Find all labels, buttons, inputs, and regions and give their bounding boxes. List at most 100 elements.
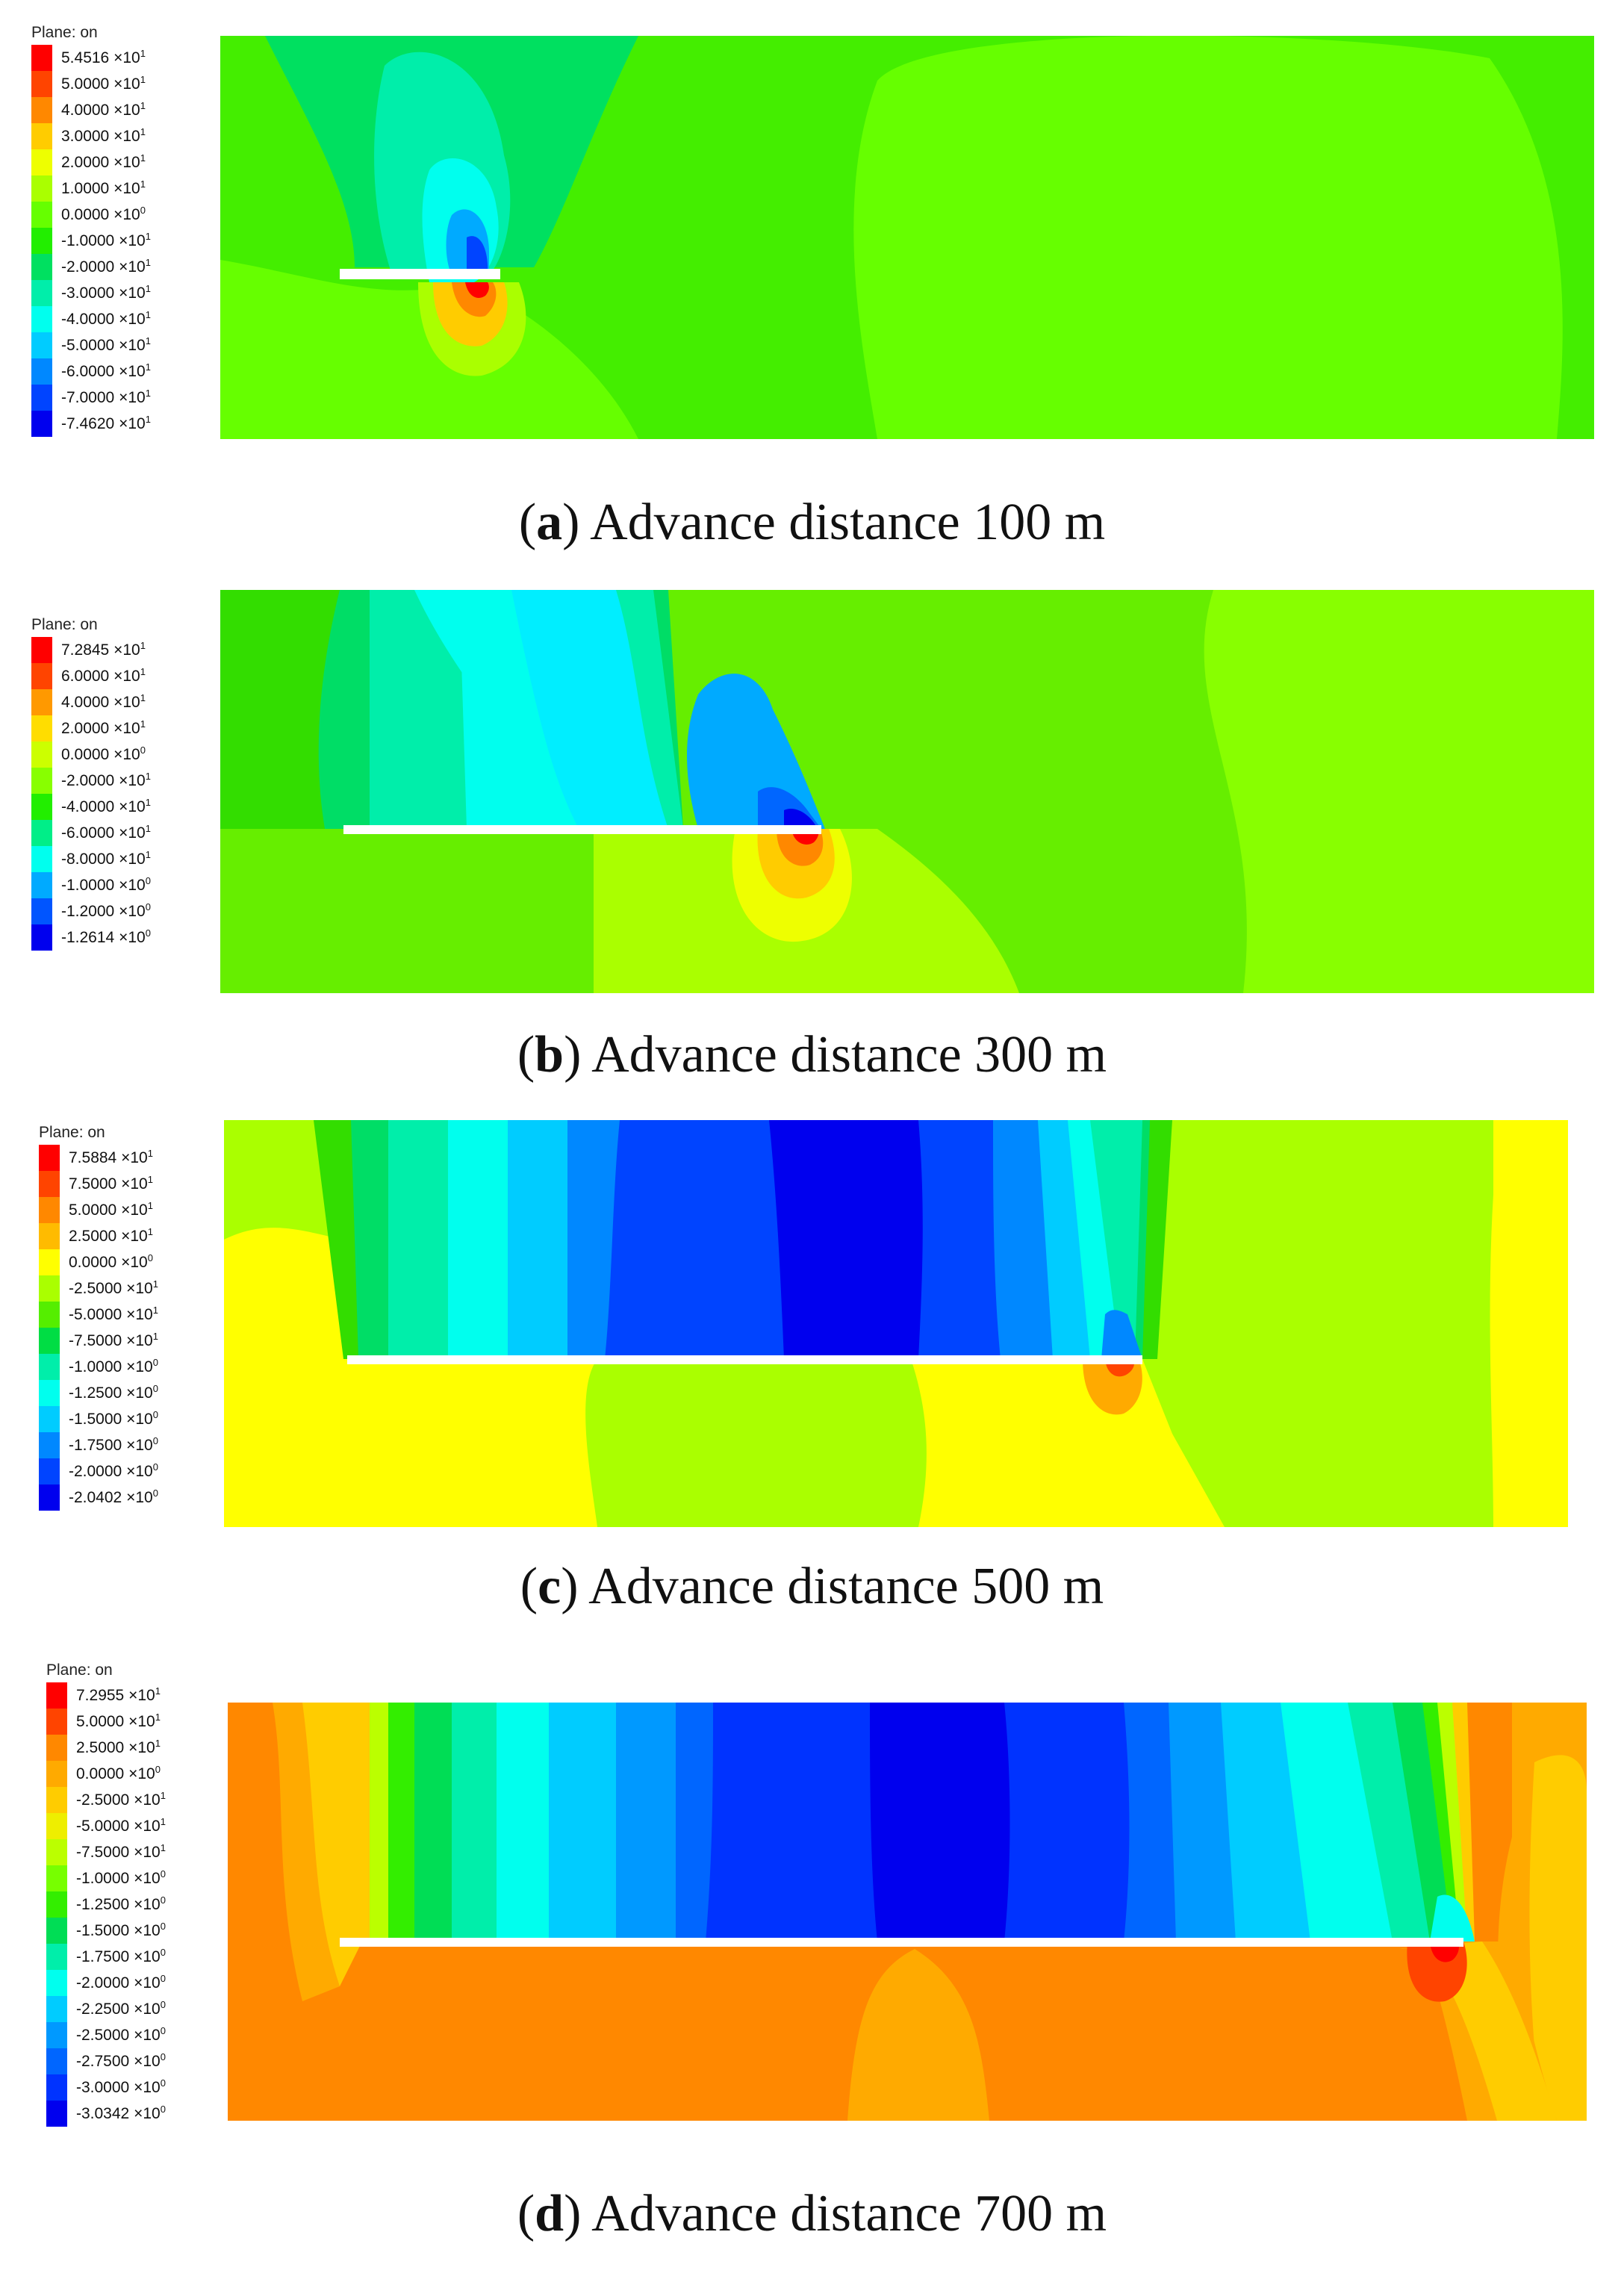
legend-exponent: 1 (140, 666, 146, 677)
contour-plot-d (228, 1703, 1587, 2121)
caption-text: Advance distance 300 m (591, 1026, 1107, 1084)
legend-exponent: 1 (140, 692, 146, 703)
legend-row: -2.0000 ×101 (31, 768, 225, 794)
legend-exponent: 1 (140, 100, 146, 111)
contour-plot-a (220, 36, 1594, 439)
legend-row: 7.5000 ×101 (39, 1171, 233, 1197)
legend-exponent: 0 (152, 1461, 158, 1473)
legend-swatch (31, 280, 52, 306)
caption-letter: c (538, 1558, 561, 1615)
legend-mantissa: -1.2000 (61, 903, 115, 920)
legend-mantissa: 0.0000 (76, 1765, 125, 1782)
legend-exponent: 0 (160, 1868, 166, 1880)
legend-title: Plane: on (31, 24, 98, 41)
legend-mantissa: 0.0000 (69, 1254, 117, 1271)
legend-mantissa: -2.5000 (76, 2027, 130, 2044)
legend-value: -5.0000 ×101 (76, 1816, 166, 1835)
legend-row: -1.2500 ×100 (39, 1380, 233, 1406)
legend-exponent: 1 (140, 640, 146, 651)
legend-mantissa: -5.0000 (69, 1306, 122, 1323)
legend-title: Plane: on (31, 616, 98, 633)
legend-exponent: 1 (140, 178, 146, 190)
legend-swatch (46, 1735, 67, 1761)
legend-mantissa: -1.2500 (69, 1384, 122, 1402)
legend-row: -2.0000 ×100 (39, 1458, 233, 1485)
legend-value: -3.0000 ×101 (61, 283, 151, 302)
legend-exponent: 1 (140, 48, 146, 59)
legend-swatch (31, 794, 52, 820)
caption-letter: b (535, 1026, 564, 1084)
legend-row: -1.0000 ×100 (39, 1354, 233, 1380)
legend-value: -4.0000 ×101 (61, 309, 151, 328)
legend-mantissa: 6.0000 (61, 668, 110, 685)
legend-value: -3.0000 ×100 (76, 2077, 166, 2096)
legend-value: 0.0000 ×100 (76, 1764, 161, 1782)
legend-value: -2.0402 ×100 (69, 1487, 158, 1506)
legend-swatch (46, 1944, 67, 1970)
legend-exponent: 1 (140, 126, 146, 137)
legend-exponent: 0 (145, 927, 151, 939)
legend-swatch (31, 689, 52, 715)
legend-value: -7.5000 ×101 (76, 1842, 166, 1861)
legend-swatch (46, 2074, 67, 2101)
legend-row: -3.0000 ×101 (31, 280, 225, 306)
legend-swatch (46, 1813, 67, 1839)
legend-mantissa: -4.0000 (61, 311, 115, 328)
legend-row: 4.0000 ×101 (31, 97, 225, 123)
legend-exponent: 1 (147, 1200, 153, 1211)
legend-mantissa: -7.5000 (76, 1844, 130, 1861)
legend-row: 0.0000 ×100 (39, 1249, 233, 1275)
legend-exponent: 0 (152, 1383, 158, 1394)
legend-value: -1.5000 ×100 (76, 1921, 166, 1939)
legend-value: -8.0000 ×101 (61, 849, 151, 868)
legend-swatch (39, 1458, 60, 1485)
legend-mantissa: 2.5000 (76, 1739, 125, 1756)
legend-exponent: 1 (160, 1816, 166, 1827)
legend-swatch (31, 924, 52, 951)
legend-value: -2.0000 ×100 (76, 1973, 166, 1992)
legend-value: 2.5000 ×101 (69, 1226, 153, 1245)
caption-d: (d) Advance distance 700 m (517, 2185, 1107, 2242)
legend-row: -5.0000 ×101 (46, 1813, 240, 1839)
legend-mantissa: -1.0000 (76, 1870, 130, 1887)
legend-swatch (31, 228, 52, 254)
legend-row: -2.0000 ×101 (31, 254, 225, 280)
legend-mantissa: -2.2500 (76, 2000, 130, 2018)
legend-row: -5.0000 ×101 (31, 332, 225, 358)
legend-exponent: 0 (145, 901, 151, 913)
legend-row: -1.2614 ×100 (31, 924, 225, 951)
legend-exponent: 1 (155, 1738, 161, 1749)
legend-row: 7.2845 ×101 (31, 637, 225, 663)
legend-mantissa: -2.0000 (61, 772, 115, 789)
legend-swatch (31, 742, 52, 768)
legend-exponent: 1 (145, 257, 151, 268)
legend-row: -7.4620 ×101 (31, 411, 225, 437)
legend-row: -3.0000 ×100 (46, 2074, 240, 2101)
legend-row: -1.7500 ×100 (39, 1432, 233, 1458)
legend-swatch (39, 1354, 60, 1380)
legend-value: -7.0000 ×101 (61, 388, 151, 406)
caption-text: Advance distance 100 m (590, 494, 1106, 551)
legend-row: -7.5000 ×101 (39, 1328, 233, 1354)
legend-value: -6.0000 ×101 (61, 823, 151, 842)
legend-title: Plane: on (39, 1124, 105, 1141)
legend-swatch (46, 1761, 67, 1787)
legend-exponent: 0 (145, 875, 151, 886)
legend-swatch (46, 1709, 67, 1735)
legend-value: -1.7500 ×100 (69, 1435, 158, 1454)
legend-row: -1.7500 ×100 (46, 1944, 240, 1970)
legend-exponent: 1 (145, 231, 151, 242)
legend-swatch (31, 123, 52, 149)
legend-exponent: 0 (160, 2104, 166, 2115)
legend-value: 5.0000 ×101 (69, 1200, 153, 1219)
legend-swatch (31, 820, 52, 846)
legend-value: 7.2955 ×101 (76, 1685, 161, 1704)
legend-swatch (31, 306, 52, 332)
legend-row: 7.2955 ×101 (46, 1682, 240, 1709)
legend-mantissa: -1.0000 (61, 232, 115, 249)
legend-mantissa: 7.2955 (76, 1687, 125, 1704)
legend-row: -1.0000 ×100 (31, 872, 225, 898)
legend-row: 2.5000 ×101 (46, 1735, 240, 1761)
legend-mantissa: -1.0000 (69, 1358, 122, 1375)
legend-exponent: 1 (152, 1305, 158, 1316)
